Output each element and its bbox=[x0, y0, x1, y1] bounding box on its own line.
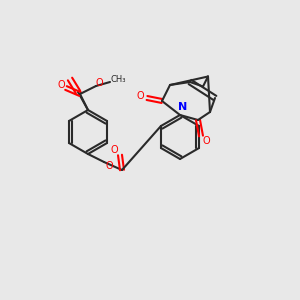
Text: O: O bbox=[105, 161, 113, 171]
Text: N: N bbox=[178, 102, 188, 112]
Text: O: O bbox=[95, 78, 103, 88]
Text: O: O bbox=[57, 80, 65, 90]
Text: CH₃: CH₃ bbox=[110, 76, 126, 85]
Text: O: O bbox=[110, 145, 118, 155]
Text: O: O bbox=[136, 91, 144, 101]
Text: O: O bbox=[202, 136, 210, 146]
